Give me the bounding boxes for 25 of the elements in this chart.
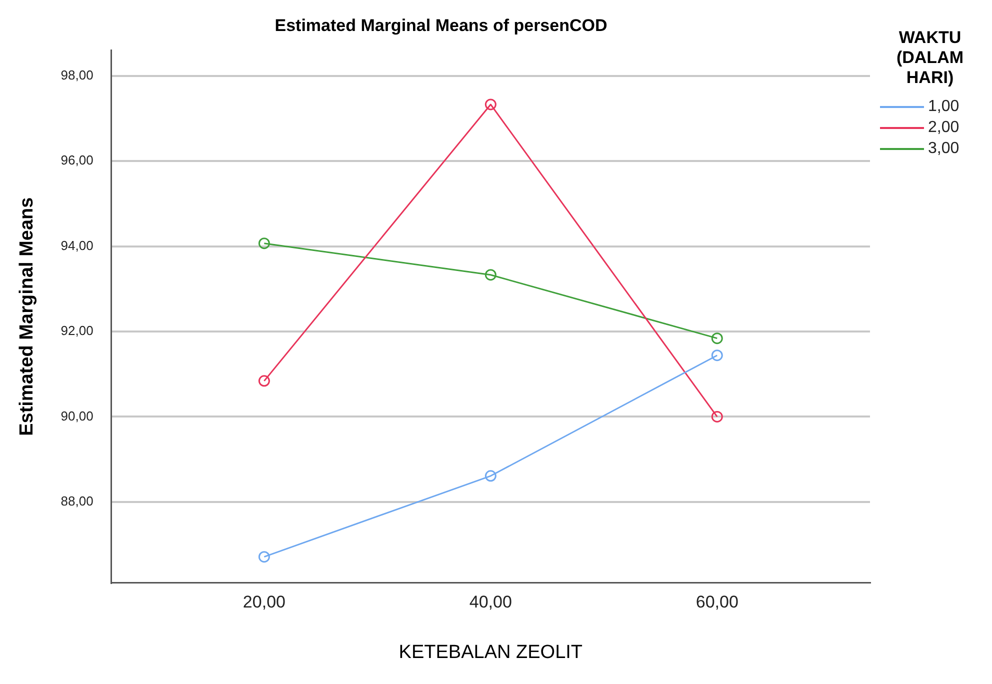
legend-title: WAKTU (DALAM HARI): [895, 28, 965, 88]
point: [711, 410, 723, 422]
chart-title: Estimated Marginal Means of persenCOD: [274, 16, 608, 35]
x-tick-label: 40,00: [469, 592, 512, 612]
point: [711, 332, 723, 344]
y-tick-label: 88,00: [60, 493, 94, 508]
point: [258, 238, 270, 250]
point: [711, 350, 723, 362]
y-tick-label: 90,00: [60, 408, 94, 424]
x-tick-label: 20,00: [242, 592, 286, 612]
y-tick-label: 96,00: [60, 152, 94, 168]
point: [258, 375, 270, 387]
y-tick-label: 98,00: [60, 68, 94, 83]
legend-label: 2,00: [928, 119, 960, 137]
point: [484, 470, 496, 482]
x-axis-title: KETEBALAN ZEOLIT: [398, 642, 583, 663]
point: [484, 98, 496, 110]
x-tick-label: 60,00: [696, 592, 738, 612]
legend-label: 1,00: [928, 98, 960, 116]
y-tick-label: 92,00: [60, 323, 94, 338]
legend-label: 3,00: [928, 140, 960, 158]
point: [258, 551, 270, 563]
point: [484, 269, 496, 281]
y-axis-title: Estimated Marginal Means: [16, 197, 38, 436]
y-tick-label: 94,00: [60, 238, 94, 253]
